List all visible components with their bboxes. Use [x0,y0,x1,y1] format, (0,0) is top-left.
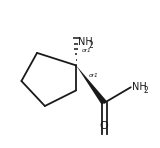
Polygon shape [76,65,107,105]
Text: O: O [100,121,109,131]
Text: 2: 2 [144,86,148,95]
Text: NH: NH [78,37,92,47]
Text: 2: 2 [89,41,94,50]
Text: NH: NH [132,82,147,92]
Text: or1: or1 [89,73,99,78]
Text: or1: or1 [81,48,91,53]
